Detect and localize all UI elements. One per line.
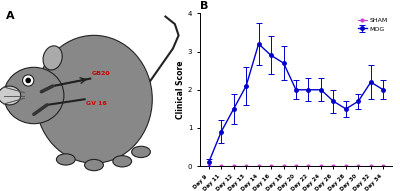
- Text: GV 16: GV 16: [86, 101, 107, 106]
- Ellipse shape: [36, 35, 152, 163]
- Ellipse shape: [85, 159, 103, 171]
- Ellipse shape: [56, 154, 75, 165]
- Text: A: A: [6, 11, 14, 21]
- Circle shape: [22, 75, 34, 86]
- Circle shape: [25, 78, 31, 83]
- Ellipse shape: [4, 67, 64, 124]
- Text: B: B: [200, 1, 208, 11]
- Ellipse shape: [132, 146, 150, 158]
- Ellipse shape: [0, 86, 21, 105]
- Text: GB20: GB20: [92, 71, 111, 76]
- Legend: SHAM, MOG: SHAM, MOG: [356, 16, 389, 33]
- Ellipse shape: [113, 156, 132, 167]
- Ellipse shape: [43, 46, 62, 70]
- Y-axis label: Clinical Score: Clinical Score: [176, 61, 185, 119]
